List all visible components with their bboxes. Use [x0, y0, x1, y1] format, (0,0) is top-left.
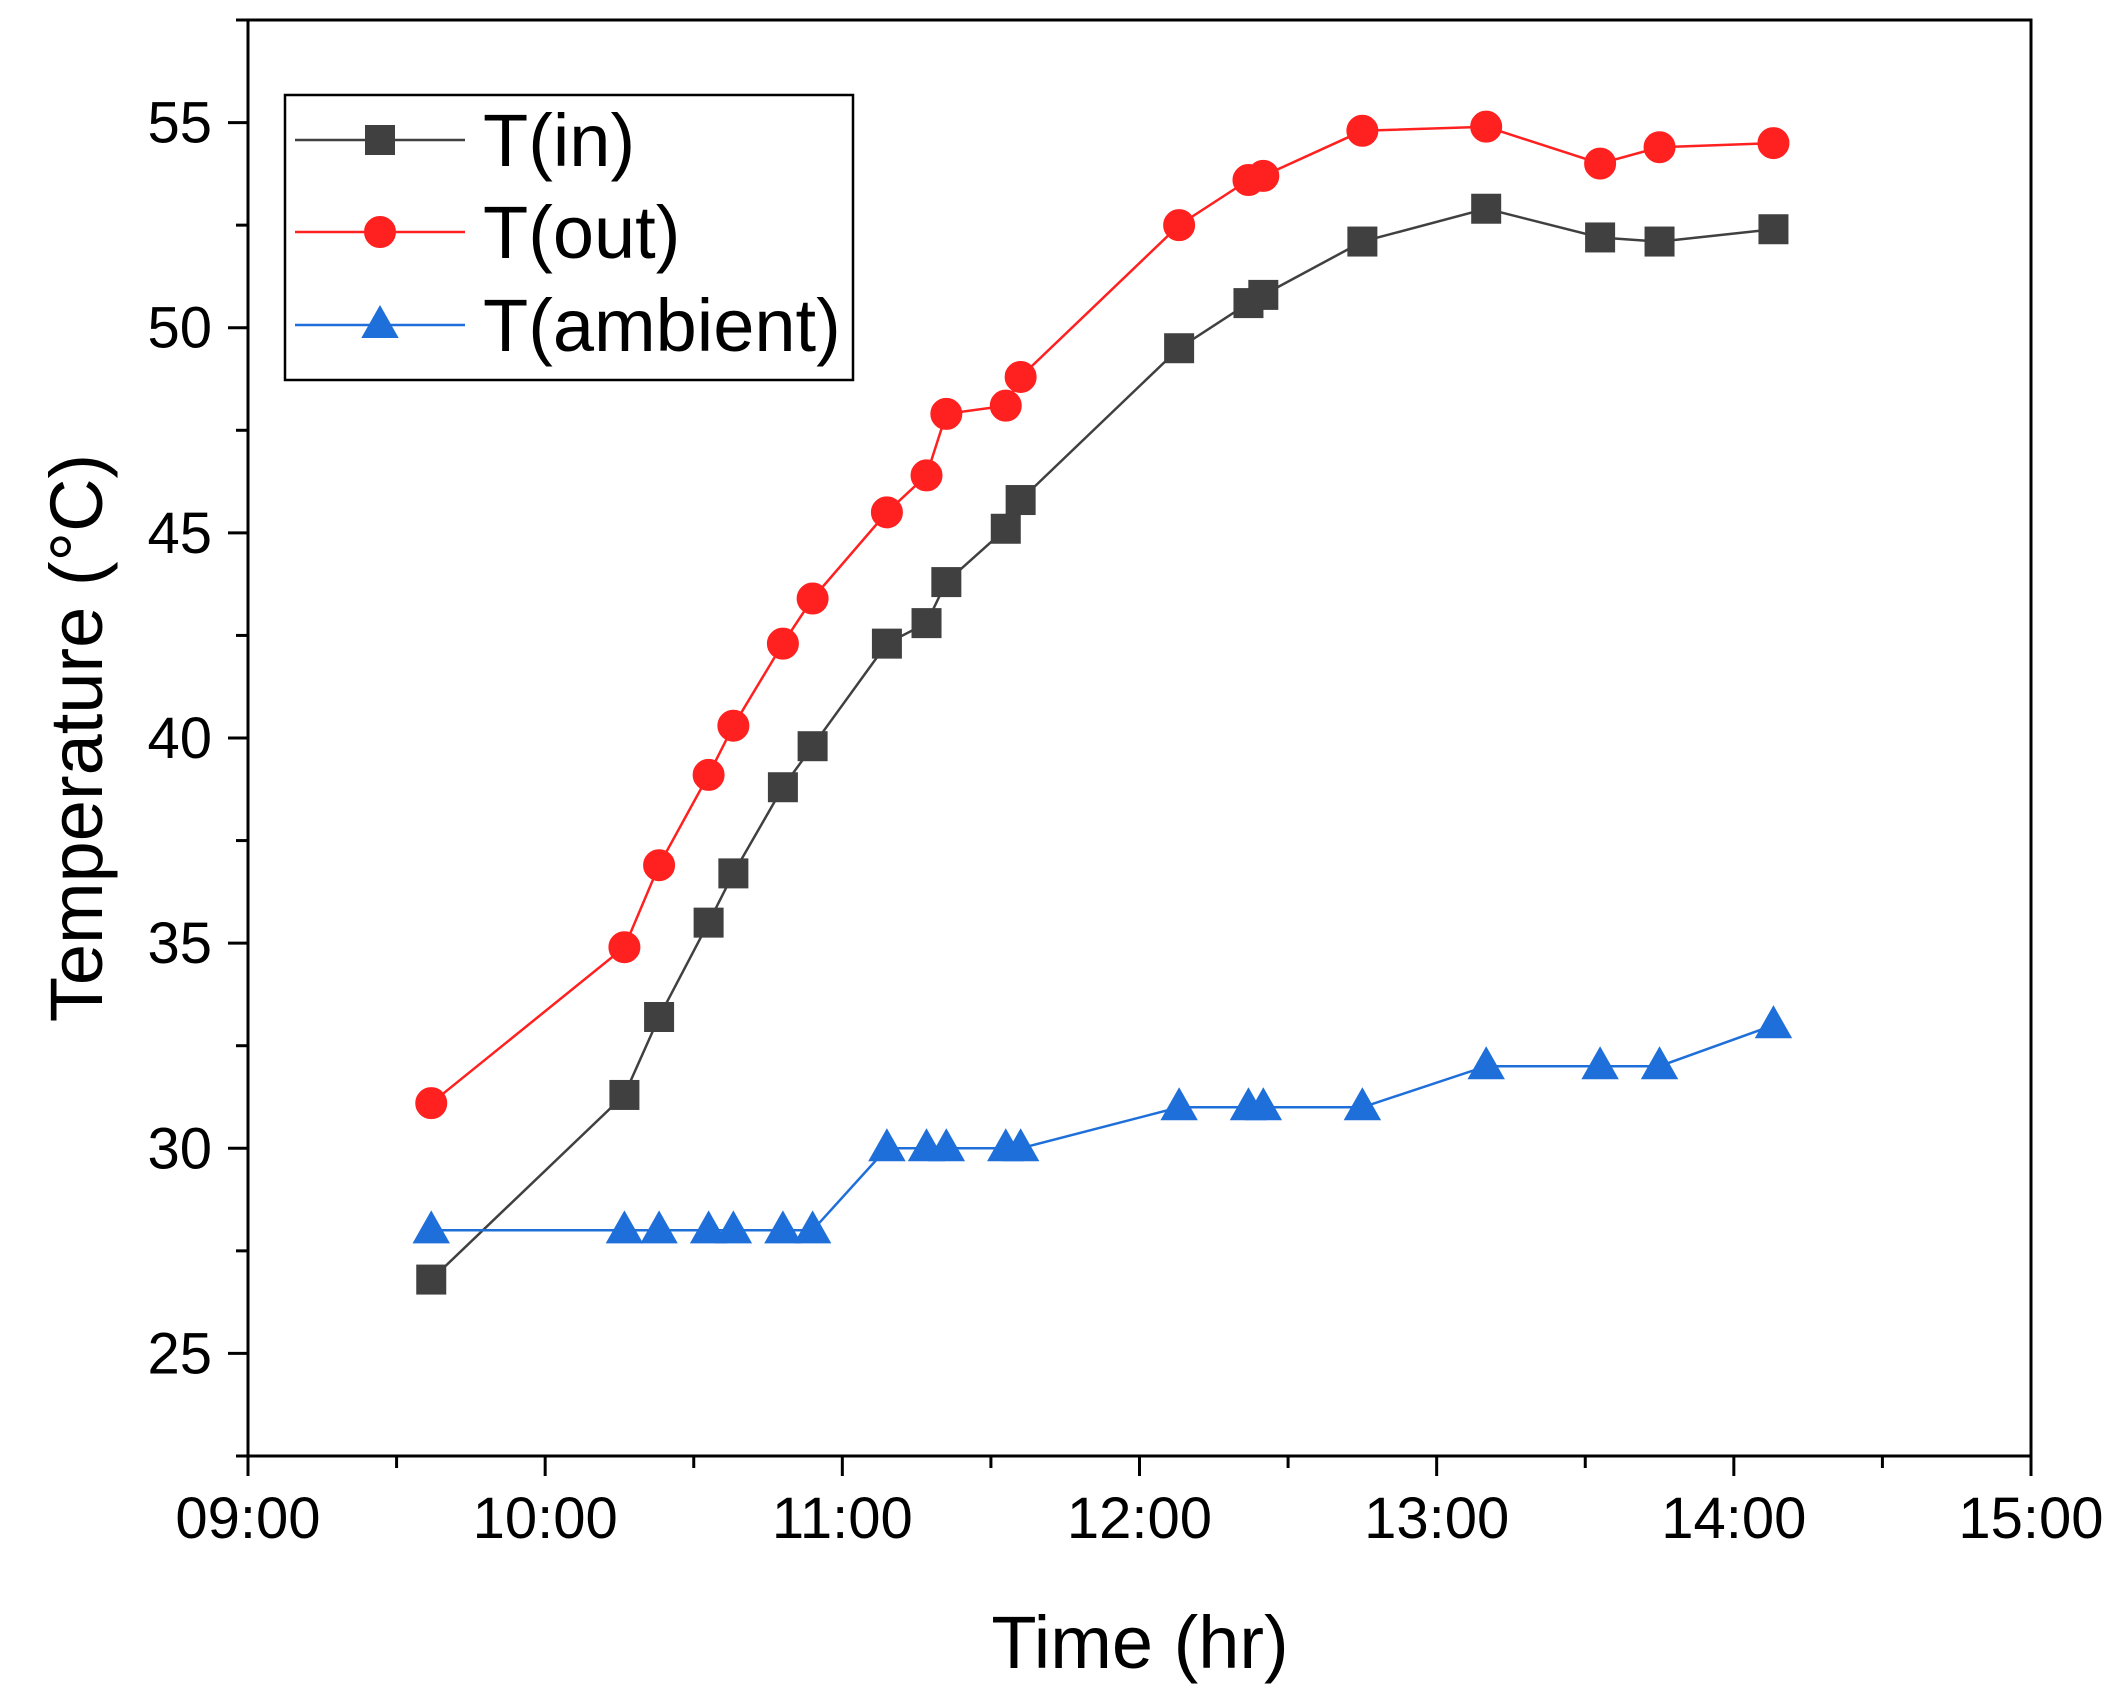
x-tick-label: 13:00	[1364, 1486, 1509, 1551]
data-point-square	[693, 907, 724, 938]
data-point-square	[990, 513, 1021, 544]
data-point-circle	[608, 931, 641, 964]
y-tick-label: 25	[147, 1321, 212, 1386]
data-point-circle	[1247, 159, 1280, 192]
data-point-square	[1585, 222, 1616, 253]
data-point-square	[644, 1001, 675, 1032]
legend-marker-circle	[364, 216, 396, 248]
data-point-square	[1347, 226, 1378, 257]
data-point-square	[871, 628, 902, 659]
data-point-square	[767, 772, 798, 803]
data-point-square	[1644, 226, 1675, 257]
series-2	[412, 1005, 1793, 1244]
data-point-triangle	[412, 1210, 450, 1244]
data-point-circle	[796, 582, 829, 615]
legend-marker-square	[365, 125, 395, 155]
series-layer	[412, 110, 1793, 1295]
data-point-square	[609, 1079, 640, 1110]
series-0	[416, 193, 1789, 1295]
data-point-circle	[1643, 131, 1676, 164]
data-point-circle	[870, 496, 903, 529]
data-point-square	[1248, 279, 1279, 310]
data-point-circle	[643, 849, 676, 882]
data-point-square	[797, 731, 828, 762]
data-point-triangle	[640, 1210, 678, 1244]
data-point-triangle	[1001, 1128, 1040, 1162]
data-point-square	[1164, 333, 1195, 364]
legend-label: T(out)	[483, 191, 680, 274]
y-axis-ticks: 25 30 35 40 45 50 55	[147, 18, 248, 1458]
data-point-square	[1758, 214, 1789, 245]
data-point-triangle	[1640, 1046, 1679, 1080]
data-point-square	[718, 858, 749, 889]
data-point-circle	[415, 1087, 448, 1120]
y-tick-label: 45	[147, 501, 212, 566]
data-point-circle	[692, 758, 725, 791]
x-axis-title: Time (hr)	[991, 1601, 1288, 1684]
x-tick-label: 15:00	[1958, 1486, 2103, 1551]
x-axis-ticks: 09:00 10:00 11:00 12:00 13:00 14:00 15:00	[175, 1456, 2104, 1551]
data-point-circle	[766, 627, 799, 660]
data-point-triangle	[1467, 1046, 1505, 1080]
y-axis-title: Temperature (°C)	[35, 454, 118, 1022]
x-tick-label: 11:00	[772, 1486, 913, 1551]
data-point-circle	[1004, 360, 1037, 393]
data-point-circle	[1584, 147, 1617, 180]
data-point-circle	[930, 397, 963, 430]
data-point-circle	[1346, 114, 1379, 147]
data-point-circle	[1470, 110, 1503, 143]
data-point-triangle	[793, 1210, 832, 1244]
data-point-triangle	[1581, 1046, 1619, 1080]
data-point-circle	[989, 389, 1022, 422]
legend: T(in) T(out) T(ambient)	[283, 93, 855, 382]
data-point-circle	[1757, 127, 1790, 160]
y-tick-label: 55	[147, 91, 212, 156]
data-point-triangle	[689, 1210, 728, 1244]
y-tick-label: 35	[147, 911, 212, 976]
y-tick-label: 30	[147, 1116, 212, 1181]
data-point-circle	[1163, 209, 1196, 242]
series-1	[415, 110, 1790, 1120]
data-point-triangle	[868, 1128, 906, 1162]
data-point-triangle	[1754, 1005, 1793, 1039]
data-point-square	[931, 567, 962, 598]
data-point-circle	[910, 459, 943, 492]
x-tick-label: 14:00	[1661, 1486, 1806, 1551]
x-tick-label: 10:00	[473, 1486, 618, 1551]
data-point-triangle	[927, 1128, 966, 1162]
data-point-triangle	[1244, 1087, 1283, 1121]
data-point-square	[416, 1264, 447, 1295]
x-tick-label: 12:00	[1067, 1486, 1212, 1551]
y-tick-label: 50	[147, 296, 212, 361]
x-tick-label: 09:00	[175, 1486, 320, 1551]
data-point-square	[1005, 485, 1036, 516]
data-point-circle	[717, 709, 750, 742]
data-point-triangle	[605, 1210, 644, 1244]
y-tick-label: 40	[147, 706, 212, 771]
data-point-triangle	[1343, 1087, 1382, 1121]
legend-marker-triangle	[361, 304, 399, 338]
legend-label: T(in)	[483, 99, 635, 182]
data-point-square	[1471, 193, 1502, 224]
data-point-square	[911, 608, 942, 639]
data-point-triangle	[1160, 1087, 1198, 1121]
data-point-triangle	[714, 1210, 753, 1244]
legend-label: T(ambient)	[483, 284, 841, 367]
data-point-triangle	[764, 1210, 802, 1244]
